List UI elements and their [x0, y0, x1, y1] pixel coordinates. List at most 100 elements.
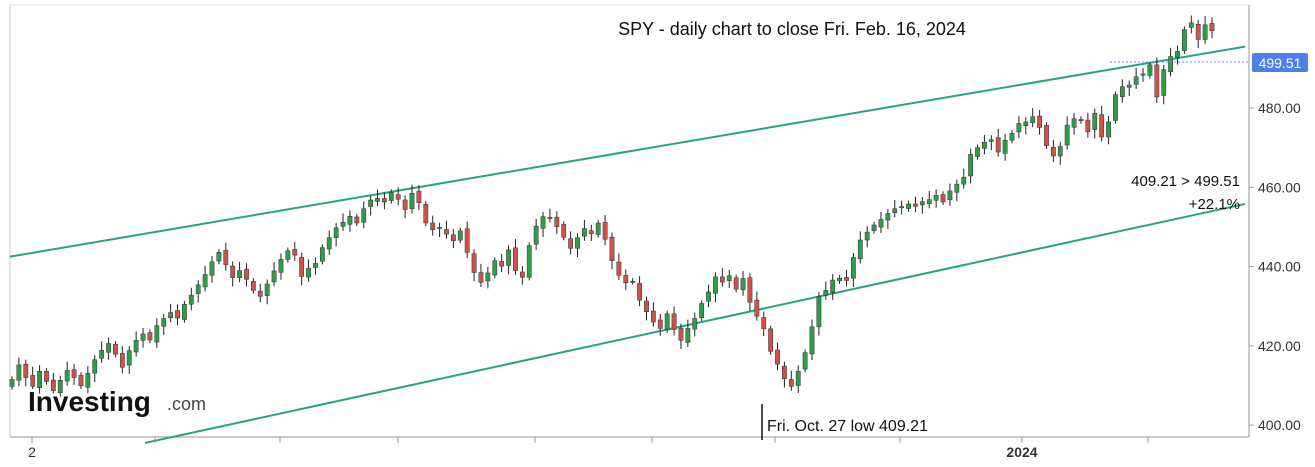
candle-body [1064, 124, 1070, 146]
x-label-2024: 2024 [1006, 444, 1037, 460]
candle [885, 208, 891, 229]
candle-body [382, 198, 387, 203]
candle-body [471, 253, 477, 273]
candle-body [1126, 84, 1132, 88]
candle-body [99, 349, 105, 359]
candle-body [657, 319, 663, 329]
logo-halo: Investing [28, 386, 151, 417]
candle [1119, 79, 1125, 103]
candle [685, 319, 691, 347]
candle [409, 184, 415, 214]
candle [637, 276, 642, 307]
candle-body [830, 279, 836, 293]
candle [602, 214, 608, 246]
y-axis-ticks: 400.00 420.00 440.00 460.00 480.00 [1249, 100, 1301, 433]
candle-body [388, 192, 394, 201]
candle [961, 168, 967, 189]
x-axis-ticks [31, 437, 1149, 443]
candle [1202, 16, 1208, 45]
candle [71, 363, 77, 385]
candle-body [306, 267, 311, 278]
candle-body [71, 369, 77, 378]
candle [78, 372, 84, 390]
candle-body [147, 332, 153, 341]
candle-body [802, 352, 808, 370]
candle [616, 253, 622, 280]
candle-body [547, 217, 553, 219]
candle [457, 227, 463, 244]
candle-body [995, 137, 1001, 153]
candle [278, 253, 284, 280]
candle [168, 303, 174, 323]
candle [347, 210, 353, 232]
candle [740, 271, 746, 296]
candle [623, 269, 629, 291]
candle-body [582, 228, 587, 237]
candle-body [133, 340, 139, 353]
candle-body [250, 281, 256, 291]
candle-body [230, 265, 236, 278]
candle [568, 231, 574, 255]
candle [354, 213, 360, 227]
candle [995, 128, 1001, 157]
candle-body [257, 290, 263, 297]
candle [216, 249, 222, 265]
candle-body [1202, 24, 1208, 40]
candle-body [671, 313, 677, 330]
candle [30, 366, 36, 391]
candle-body [402, 199, 408, 210]
candle-body [561, 224, 567, 238]
candle [582, 219, 587, 241]
candle [1092, 108, 1098, 139]
candle [182, 301, 187, 323]
candle-body [754, 299, 760, 317]
candle-body [1023, 121, 1029, 126]
candle [1126, 80, 1132, 97]
candle [947, 183, 953, 206]
candle-body [444, 229, 449, 235]
candle [209, 255, 215, 283]
candle-body [30, 375, 36, 387]
y-tick-label: 480.00 [1258, 100, 1301, 116]
candle [664, 310, 670, 334]
candle-body [23, 363, 29, 378]
candle-body [899, 206, 905, 209]
candle-body [340, 221, 346, 227]
candle [1154, 57, 1160, 103]
candle-body [1168, 56, 1174, 72]
candle [775, 342, 780, 371]
candle [802, 349, 808, 373]
logo-brand: Investing [28, 386, 151, 417]
candle [230, 261, 236, 287]
candle [588, 224, 594, 242]
candle-body [499, 261, 505, 267]
candle [402, 195, 408, 219]
candle [933, 189, 939, 208]
candle-body [9, 379, 15, 387]
candle [471, 249, 477, 282]
candle [154, 318, 160, 348]
candle [940, 191, 946, 206]
candle-body [195, 284, 201, 294]
y-tick-label: 400.00 [1258, 417, 1301, 433]
candle-body [395, 194, 401, 200]
candle [540, 212, 546, 238]
candle [37, 365, 42, 396]
candle-body [837, 277, 842, 282]
candle-body [1154, 64, 1160, 98]
last-price-tag [1252, 53, 1308, 72]
candle-body [968, 154, 974, 177]
candle-body [878, 219, 884, 228]
candle-body [885, 213, 891, 221]
candle [92, 355, 98, 382]
candle [595, 219, 601, 238]
candle-body [575, 237, 580, 249]
candle [450, 228, 456, 249]
candle-body [271, 270, 277, 283]
investing-logo: Investing Investing .com [25, 383, 206, 420]
candle [1057, 141, 1063, 165]
candle-body [285, 250, 291, 260]
candle-body [809, 326, 815, 355]
candle-body [326, 237, 332, 250]
candle [444, 220, 449, 239]
